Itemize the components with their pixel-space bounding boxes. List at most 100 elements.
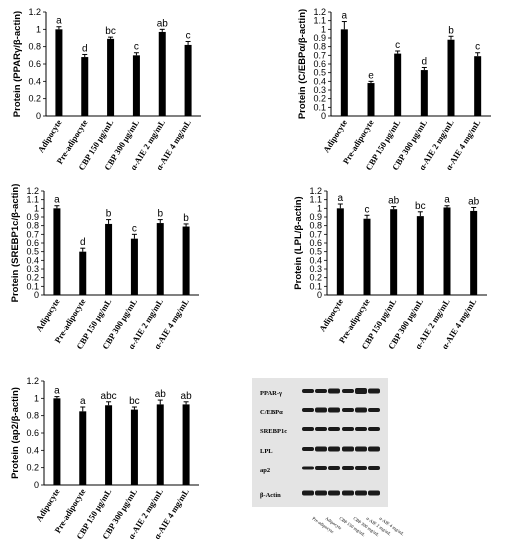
y-tick-label: 0.4 [26, 445, 39, 455]
y-tick-label: 0.8 [26, 411, 39, 421]
significance-label: a [54, 195, 60, 206]
blot-band [328, 446, 340, 452]
y-tick-label: 1 [34, 393, 39, 403]
y-axis-label: Protein (ap2/β-actin) [10, 387, 21, 479]
y-tick-label: 0 [317, 290, 322, 300]
blot-band [328, 490, 340, 496]
significance-label: bc [129, 396, 140, 407]
significance-label: abc [101, 391, 117, 402]
bar [53, 208, 61, 295]
y-axis-label: Protein (SREBP1c/β-actin) [10, 184, 21, 303]
y-tick-label: 0.3 [313, 85, 326, 95]
significance-label: c [475, 42, 480, 53]
blot-band [328, 388, 340, 394]
blot-band [302, 490, 314, 496]
chart-2: 00.10.20.30.40.50.60.70.80.911.11.2 Prote… [10, 184, 199, 351]
y-tick-label: 1.1 [309, 195, 322, 205]
y-tick-label: 1 [34, 203, 39, 213]
y-tick-label: 1.2 [26, 376, 39, 386]
significance-label: a [342, 11, 348, 22]
blot-band [368, 388, 380, 394]
significance-label: a [56, 16, 62, 27]
significance-label: bc [415, 201, 426, 212]
significance-label: b [448, 25, 454, 36]
bar [79, 411, 87, 485]
y-axis-label: Protein (LPL/β-actin) [293, 196, 304, 289]
y-tick-label: 0.3 [309, 264, 322, 274]
bar [394, 53, 402, 116]
blot-band [355, 446, 367, 452]
significance-label: a [80, 396, 86, 407]
bar [130, 238, 138, 295]
significance-label: ab [157, 18, 169, 29]
y-tick-label: 0.4 [28, 76, 41, 86]
blot-band [302, 427, 314, 431]
significance-label: ab [388, 196, 400, 207]
bar [474, 56, 482, 116]
significance-label: b [157, 209, 163, 220]
y-tick-label: 0.5 [313, 68, 326, 78]
blot-band [355, 407, 367, 413]
y-tick-label: 0.1 [26, 281, 39, 291]
bar [53, 398, 61, 485]
bar [182, 404, 190, 485]
blot-bands [302, 388, 380, 496]
y-tick-label: 0.7 [309, 229, 322, 239]
blot-background [252, 378, 388, 507]
y-tick-label: 0.4 [309, 255, 322, 265]
blot-band [355, 490, 367, 496]
significance-label: c [395, 40, 400, 51]
blot-label-actin: β-Actin [260, 492, 281, 499]
blot-band [315, 446, 327, 452]
significance-label: e [368, 70, 374, 81]
y-tick-label: 0.1 [313, 102, 326, 112]
y-tick-label: 1.2 [26, 186, 39, 196]
bar [105, 223, 113, 295]
y-tick-label: 1 [321, 24, 326, 34]
bar [336, 208, 344, 295]
bar [79, 251, 87, 295]
significance-label: c [134, 42, 139, 53]
significance-label: ab [181, 391, 193, 402]
y-tick-label: 0.2 [28, 94, 41, 104]
blot-band [368, 408, 380, 412]
bar [81, 57, 89, 116]
y-tick-label: 1.2 [313, 7, 326, 17]
significance-label: b [106, 209, 112, 220]
blot-label-lpl: LPL [260, 448, 273, 455]
y-tick-label: 1.1 [313, 16, 326, 26]
bar [443, 207, 451, 295]
y-tick-label: 0.4 [26, 255, 39, 265]
significance-label: a [444, 195, 450, 206]
y-tick-label: 0.6 [313, 59, 326, 69]
bar [390, 209, 398, 295]
y-tick-label: 0.8 [309, 221, 322, 231]
blot-label-ppar: PPAR-γ [260, 390, 282, 397]
y-tick-label: 0 [34, 290, 39, 300]
blot-band [342, 427, 354, 431]
y-tick-label: 0 [36, 111, 41, 121]
y-tick-label: 0.7 [313, 50, 326, 60]
blot-band [315, 490, 327, 496]
bar [470, 210, 478, 295]
blot-band [328, 427, 340, 431]
significance-label: a [338, 193, 344, 204]
chart-3: 00.10.20.30.40.50.60.70.80.911.11.2 Prote… [293, 186, 487, 351]
blot-band [368, 446, 380, 452]
blot-band [328, 466, 340, 470]
y-tick-label: 0.6 [309, 238, 322, 248]
bar [158, 31, 166, 116]
blot-band [368, 466, 380, 470]
x-tick-label: Adipocyte [34, 297, 62, 334]
y-tick-label: 1.2 [28, 7, 41, 17]
blot-band [355, 388, 367, 394]
bar [130, 409, 138, 485]
x-tick-label: Adipocyte [321, 118, 349, 155]
y-tick-label: 1.2 [309, 186, 322, 196]
y-tick-label: 0.1 [309, 281, 322, 291]
y-axis-label: Protein (PPARγ/β-actin) [12, 11, 23, 117]
blot-band [315, 407, 327, 413]
bar [340, 29, 348, 116]
y-tick-label: 1 [317, 203, 322, 213]
